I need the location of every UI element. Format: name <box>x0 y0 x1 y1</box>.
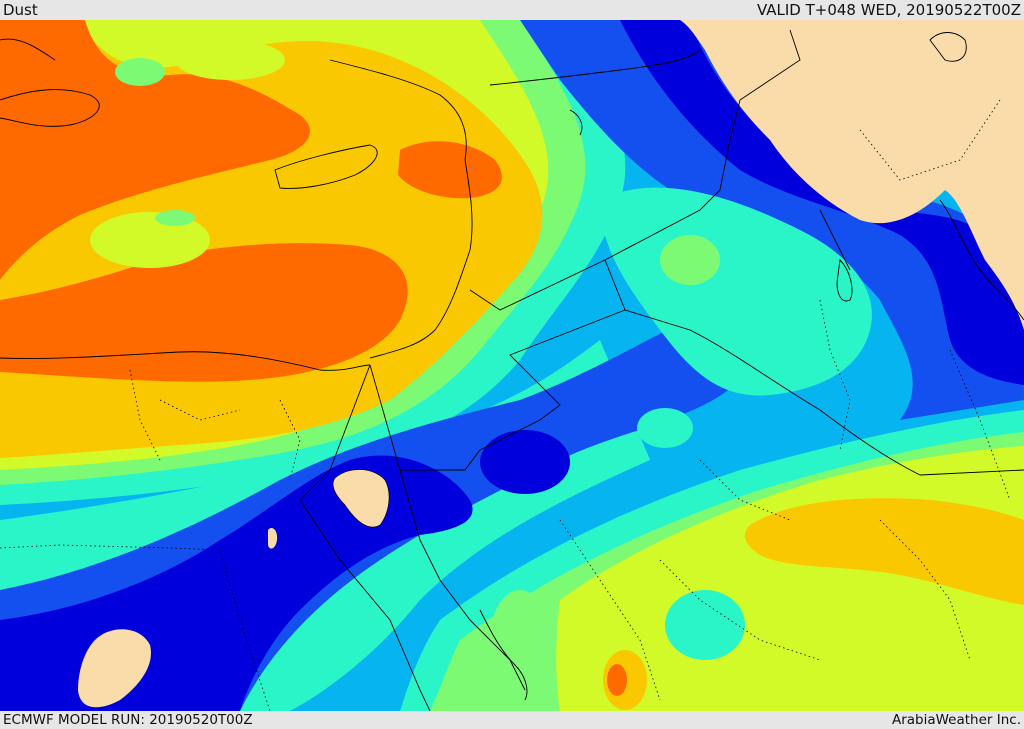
dust-forecast-map <box>0 20 1024 711</box>
clear-area-sinai <box>332 469 390 528</box>
clear-area-sw <box>78 629 151 708</box>
model-run-label: ECMWF MODEL RUN: 20190520T00Z <box>3 712 253 728</box>
dust-level-darkblue-ne <box>620 20 1024 385</box>
dust-level-green-spot-1 <box>155 210 195 226</box>
dust-level-turquoise-ne <box>600 187 872 396</box>
dust-level-red-se-spot <box>607 664 627 696</box>
valid-time-label: VALID T+048 WED, 20190522T00Z <box>756 1 1021 19</box>
dust-level-darkblue-patch <box>480 430 570 494</box>
footer-bar: ECMWF MODEL RUN: 20190520T00Z ArabiaWeat… <box>0 711 1024 729</box>
dust-level-turquoise-se-spot <box>665 590 745 660</box>
dust-level-red-levant <box>398 141 502 199</box>
country-borders <box>0 29 1024 711</box>
header-bar: Dust VALID T+048 WED, 20190522T00Z <box>0 0 1024 20</box>
dust-level-yellow-spot-2 <box>175 40 285 80</box>
dust-level-red-nw-lower <box>0 243 408 382</box>
dust-level-yellow-spot-1 <box>90 212 210 268</box>
coastlines <box>0 32 1024 701</box>
dust-level-green-spot-2 <box>115 58 165 86</box>
product-title: Dust <box>3 1 38 19</box>
dust-level-red-nw-upper <box>0 20 310 280</box>
credit-label: ArabiaWeather Inc. <box>891 712 1021 728</box>
dust-level-turquoise-patch <box>637 408 693 448</box>
dust-level-orange-se <box>744 498 1024 605</box>
dust-level-green-se-spot <box>490 590 550 690</box>
dust-level-green-ne-spot <box>660 235 720 285</box>
province-borders <box>0 99 1011 711</box>
clear-area-iran <box>680 20 1024 330</box>
clear-area-egypt <box>268 528 278 549</box>
